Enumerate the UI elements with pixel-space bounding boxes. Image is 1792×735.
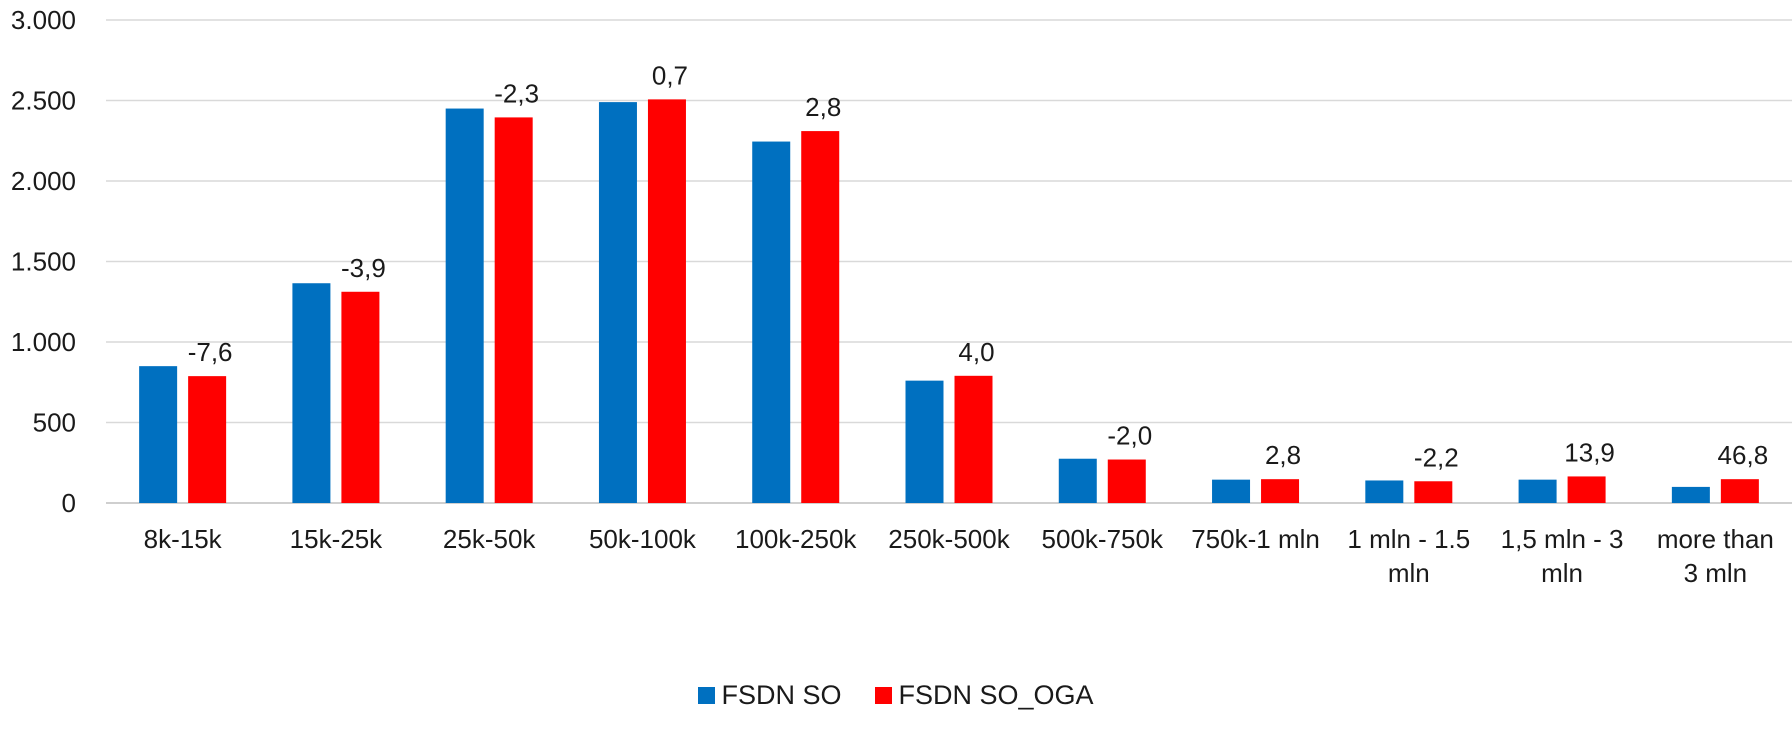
data-label: 4,0 xyxy=(958,337,994,367)
legend-item-series-2: FSDN SO_OGA xyxy=(875,680,1094,711)
y-tick-label: 2.500 xyxy=(11,86,76,116)
bar-series-2 xyxy=(1567,476,1606,503)
bar-series-1 xyxy=(1518,479,1557,503)
x-tick-label: 15k-25k xyxy=(290,524,383,554)
bar-series-2 xyxy=(1107,459,1146,503)
gridlines xyxy=(106,19,1792,504)
bar-series-1 xyxy=(1671,486,1710,503)
y-axis: 0 500 1.000 1.500 2.000 2.500 3.000 xyxy=(11,5,76,518)
x-tick-label: 1,5 mln - 3 mln xyxy=(1501,524,1624,588)
bar-series-1 xyxy=(598,102,637,504)
bar-series-2 xyxy=(1414,481,1453,503)
y-tick-label: 500 xyxy=(33,408,76,438)
y-tick-label: 0 xyxy=(62,488,76,518)
x-tick-label: 500k-750k xyxy=(1042,524,1164,554)
bar-series-2 xyxy=(1720,479,1759,503)
data-labels: -7,6 -3,9 -2,3 0,7 2,8 4,0 -2,0 2,8 -2,2 13,9 46,8 xyxy=(188,60,1768,472)
data-label: 0,7 xyxy=(652,60,688,90)
legend-item-series-1: FSDN SO xyxy=(698,680,841,711)
bar-series-2 xyxy=(494,117,533,503)
data-label: 2,8 xyxy=(1265,440,1301,470)
bar-series-1 xyxy=(445,108,484,504)
bar-series-2 xyxy=(188,376,227,503)
bar-series-1 xyxy=(1058,458,1097,503)
bar-series-2 xyxy=(801,131,840,503)
data-label: -2,2 xyxy=(1414,442,1459,472)
x-tick-label: 750k-1 mln xyxy=(1191,524,1320,554)
x-axis: 8k-15k 15k-25k 25k-50k 50k-100k 100k-250k 250… xyxy=(144,524,1774,588)
bar-series-2 xyxy=(341,291,380,503)
data-label: 2,8 xyxy=(805,92,841,122)
legend: FSDN SO FSDN SO_OGA xyxy=(0,680,1792,711)
legend-swatch-series-2 xyxy=(875,687,893,704)
bar-series-2 xyxy=(954,375,993,503)
x-tick-label: 50k-100k xyxy=(589,524,697,554)
y-tick-label: 1.500 xyxy=(11,247,76,277)
data-label: -2,0 xyxy=(1107,421,1152,451)
y-tick-label: 3.000 xyxy=(11,5,76,35)
bar-series-1 xyxy=(1365,480,1404,503)
bar-series-1 xyxy=(292,283,331,503)
x-tick-label: 8k-15k xyxy=(144,524,223,554)
legend-label-series-2: FSDN SO_OGA xyxy=(898,680,1094,710)
data-label: 46,8 xyxy=(1718,440,1769,470)
data-label: 13,9 xyxy=(1564,437,1615,467)
legend-swatch-series-1 xyxy=(698,687,716,704)
x-tick-label: 100k-250k xyxy=(735,524,857,554)
x-tick-label: 250k-500k xyxy=(888,524,1010,554)
data-label: -3,9 xyxy=(341,253,386,283)
legend-label-series-1: FSDN SO xyxy=(721,680,842,710)
x-tick-label: more than 3 mln xyxy=(1657,524,1774,588)
data-label: -2,3 xyxy=(494,78,539,108)
y-tick-label: 2.000 xyxy=(11,166,76,196)
bar-series-1 xyxy=(752,141,791,503)
y-tick-label: 1.000 xyxy=(11,327,76,357)
x-tick-label: 1 mln - 1.5 mln xyxy=(1347,524,1470,588)
bar-series-2 xyxy=(1261,479,1300,503)
x-tick-label: 25k-50k xyxy=(443,524,536,554)
bar-series-1 xyxy=(1212,479,1251,503)
bar-series-1 xyxy=(139,366,178,503)
data-label: -7,6 xyxy=(188,337,233,367)
bar-series-2 xyxy=(647,99,686,504)
bars xyxy=(139,99,1759,504)
bar-series-1 xyxy=(905,380,944,503)
